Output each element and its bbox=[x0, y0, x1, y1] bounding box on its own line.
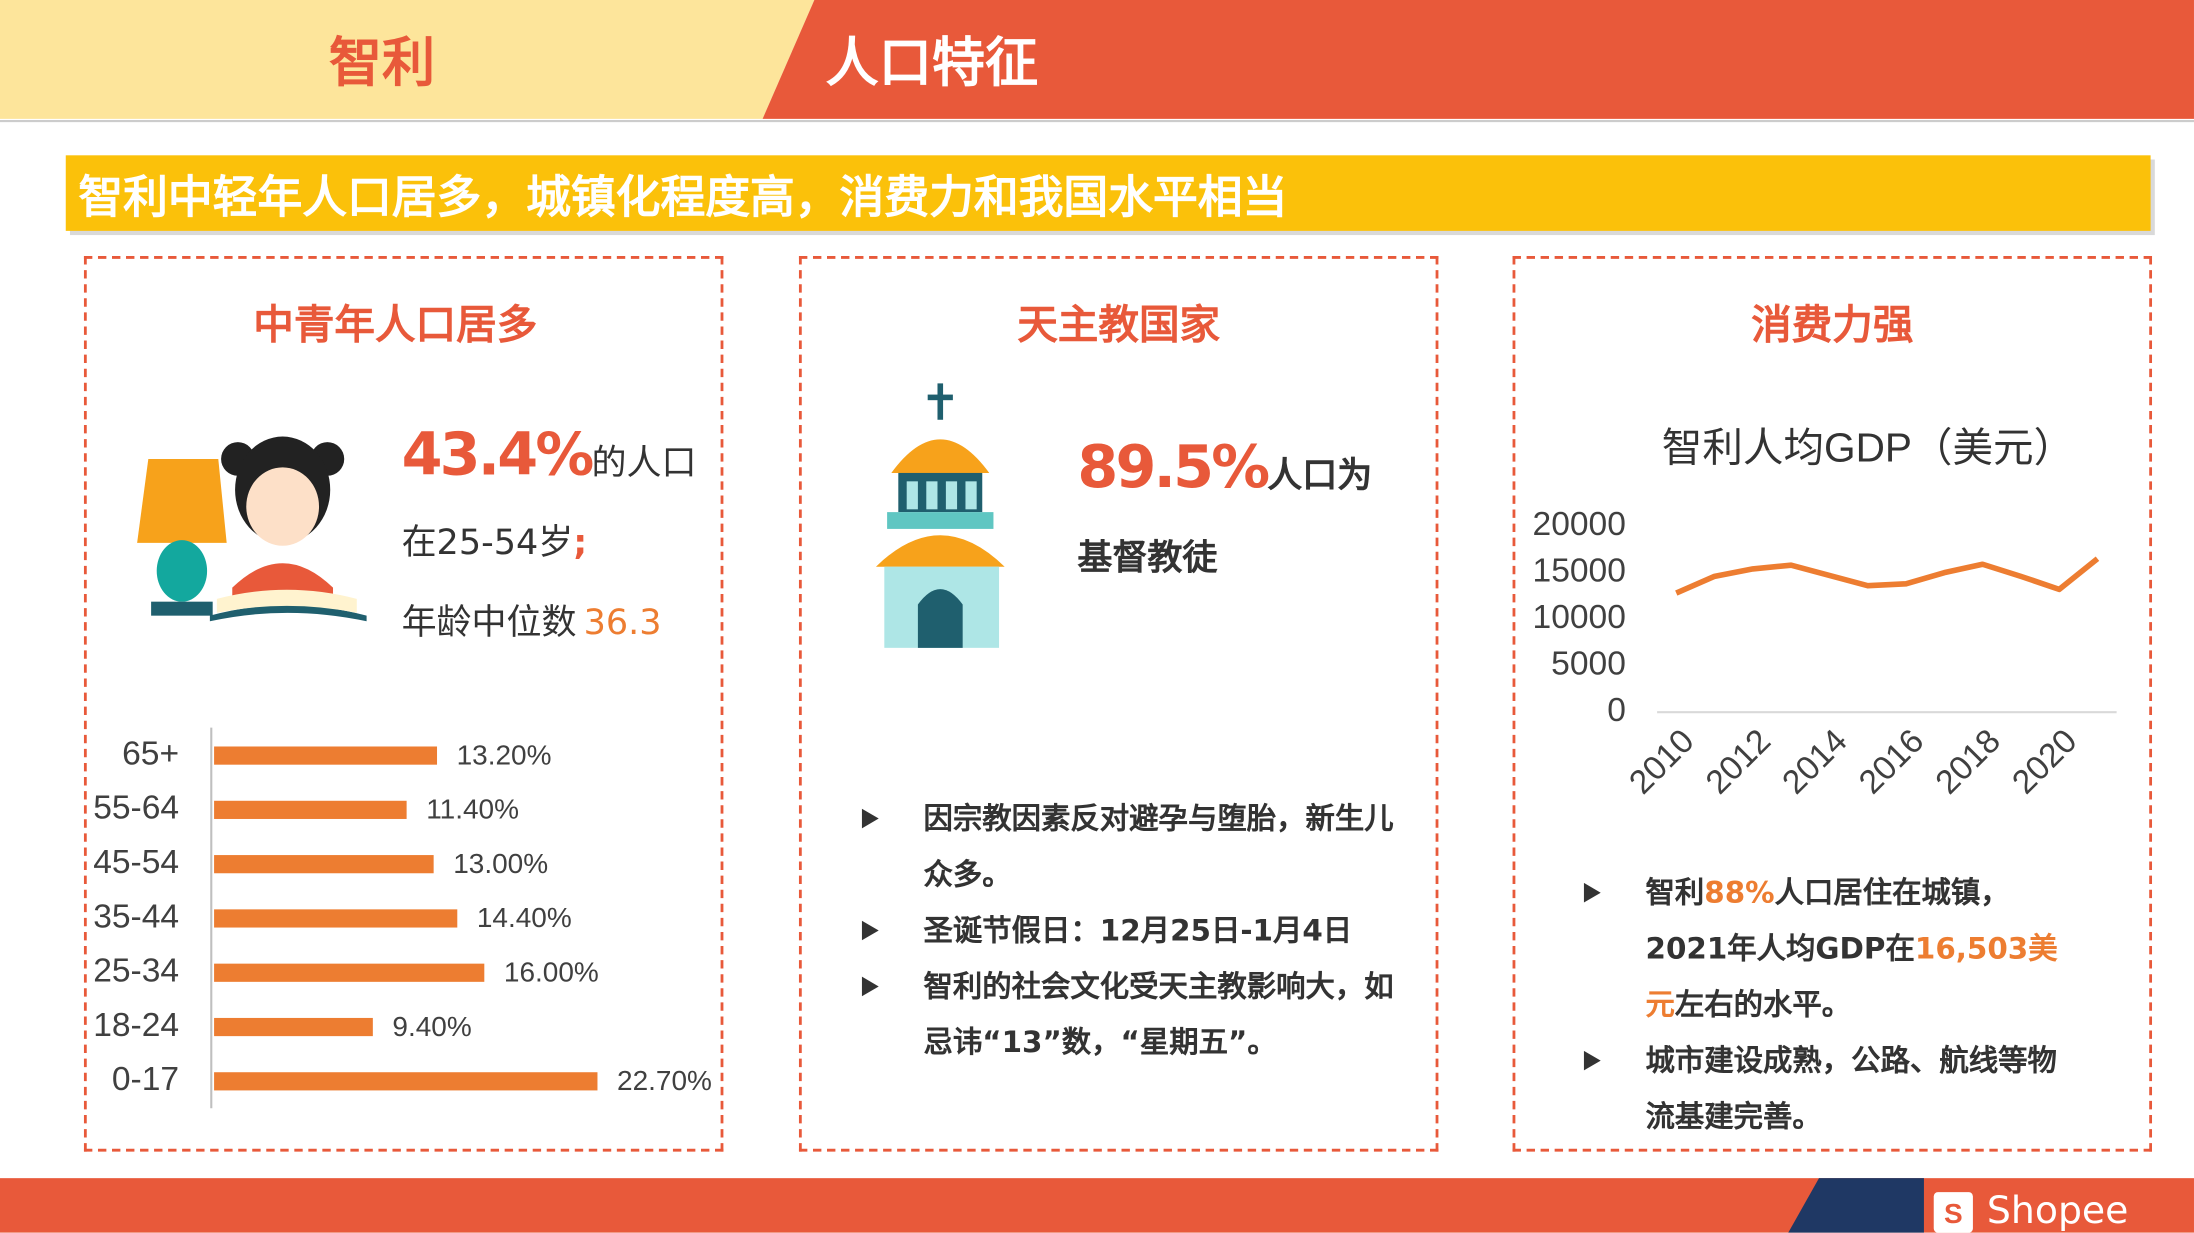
bullet: 智利88%人口居住在城镇，2021年人均GDP在16,503美元左右的水平。 bbox=[1578, 865, 2082, 1033]
highlight: 88% bbox=[1704, 875, 1775, 910]
stat-mark: ; bbox=[573, 521, 588, 563]
stat-line: 在25-54岁 bbox=[401, 521, 574, 563]
bullet: 因宗教因素反对避孕与堕胎，新生儿众多。 bbox=[856, 791, 1402, 903]
highlight: 16,503美元 bbox=[1645, 931, 2058, 1022]
bullet: 圣诞节假日：12月25日-1月4日 bbox=[856, 903, 1402, 959]
brand: Shopee bbox=[1986, 1189, 2129, 1233]
bullet: 智利的社会文化受天主教影响大，如忌讳“13”数，“星期五”。 bbox=[856, 958, 1402, 1070]
bullet-list: 因宗教因素反对避孕与堕胎，新生儿众多。 圣诞节假日：12月25日-1月4日 智利… bbox=[856, 791, 1402, 1071]
stat: 43.4% bbox=[401, 419, 595, 489]
stat-text: 人口为基督教徒 bbox=[1077, 454, 1373, 578]
svg-text:S: S bbox=[1944, 1198, 1963, 1229]
header-country: 智利 bbox=[328, 32, 436, 94]
text: 左右的水平。 bbox=[1674, 987, 1852, 1022]
panel-title: 天主教国家 bbox=[1017, 300, 1221, 349]
bullet-list: 智利88%人口居住在城镇，2021年人均GDP在16,503美元左右的水平。 城… bbox=[1578, 865, 2082, 1145]
panel: 天主教国家 bbox=[798, 256, 1439, 1152]
panel: 消费力强 bbox=[1512, 256, 2153, 1152]
stat-block: 89.5%人口为基督教徒 bbox=[1077, 428, 1399, 602]
stat-value: 36.3 bbox=[583, 601, 662, 643]
stat-line: 年龄中位数 bbox=[401, 601, 577, 643]
panel: 中青年人口居多 bbox=[83, 256, 724, 1152]
text: 人口居住在城镇，2021年人均GDP在 bbox=[1645, 875, 2010, 966]
text: 智利 bbox=[1645, 875, 1705, 910]
stat-text: 的人口 bbox=[591, 442, 697, 483]
stat: 89.5% bbox=[1077, 432, 1270, 501]
stat-block: 43.4%的人口 在25-54岁; 年龄中位数 36.3 bbox=[402, 417, 724, 665]
panel-title: 消费力强 bbox=[1751, 300, 1914, 349]
panel-title: 中青年人口居多 bbox=[253, 300, 538, 349]
header-title: 人口特征 bbox=[825, 32, 1039, 94]
banner: 智利中轻年人口居多，城镇化程度高，消费力和我国水平相当 bbox=[78, 170, 1288, 224]
bullet: 城市建设成熟，公路、航线等物流基建完善。 bbox=[1578, 1033, 2082, 1145]
